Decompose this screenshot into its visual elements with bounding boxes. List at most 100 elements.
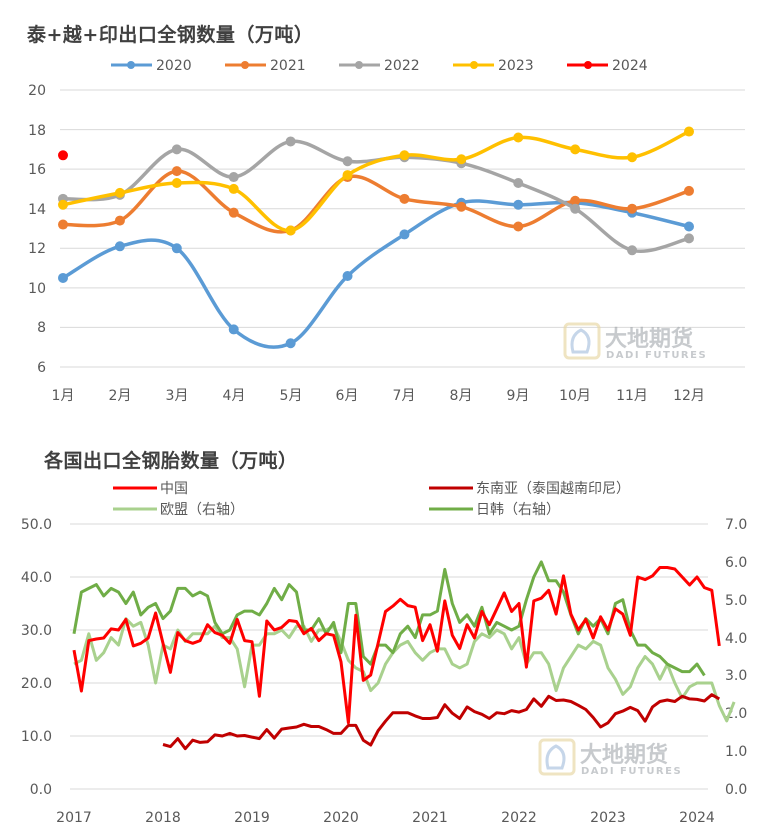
watermark-en: DADI FUTURES <box>606 350 707 361</box>
y2-tick: 4.0 <box>725 631 747 647</box>
x-tick: 12月 <box>673 388 705 404</box>
legend-2021[interactable]: 2021 <box>225 58 306 74</box>
x-tick: 2022 <box>501 810 537 826</box>
x-tick: 6月 <box>336 388 359 404</box>
y-tick: 10 <box>28 281 46 297</box>
y-tick: 16 <box>28 162 46 178</box>
y2-tick: 0.0 <box>725 782 747 798</box>
y-tick: 20 <box>28 83 46 99</box>
x-tick: 7月 <box>393 388 416 404</box>
legend-2023[interactable]: 2023 <box>453 58 534 74</box>
data-point <box>684 221 694 232</box>
series-2024 <box>58 150 68 161</box>
data-point <box>570 195 581 206</box>
y-tick: 10.0 <box>21 729 52 745</box>
legend-label-southeast-asia: 东南亚（泰国越南印尼） <box>476 481 630 497</box>
x-tick: 2月 <box>109 388 132 404</box>
data-point <box>456 201 467 212</box>
chart1-y-axis: 20 18 16 14 12 10 8 6 <box>28 83 46 376</box>
chart1-plot: 2020 2021 2022 2023 2024 20 18 16 14 1 <box>28 58 745 404</box>
data-point <box>627 203 638 214</box>
chart1-series <box>58 126 694 349</box>
data-point <box>570 203 581 214</box>
x-tick: 2020 <box>323 810 359 826</box>
data-point <box>513 199 524 210</box>
chart1-legend: 2020 2021 2022 2023 2024 <box>111 58 648 74</box>
watermark-cn: 大地期货 <box>605 326 693 352</box>
y-tick: 20.0 <box>21 676 52 692</box>
chart2-gridlines <box>70 523 708 790</box>
chart2-x-axis: 2017 2018 2019 2020 2021 2022 2023 2024 <box>56 810 715 826</box>
data-point <box>58 219 68 230</box>
data-point <box>342 270 353 281</box>
data-point <box>627 152 638 163</box>
x-tick: 10月 <box>559 388 591 404</box>
data-point <box>171 177 182 188</box>
chart2-series <box>72 560 736 751</box>
y-tick: 0.0 <box>30 782 52 798</box>
y-tick: 50.0 <box>21 517 52 533</box>
legend-2020[interactable]: 2020 <box>111 58 192 74</box>
chart2-legend: 中国 东南亚（泰国越南印尼） 欧盟（右轴） 日韩（右轴） <box>113 481 630 518</box>
data-point <box>114 187 125 198</box>
legend-2022[interactable]: 2022 <box>339 58 420 74</box>
data-point <box>171 243 182 254</box>
series-东南亚（泰国越南印尼） <box>162 693 721 751</box>
legend-label-2020: 2020 <box>156 58 192 74</box>
data-point <box>114 241 125 252</box>
data-point <box>684 126 694 137</box>
y-tick: 30.0 <box>21 623 52 639</box>
y2-tick: 3.0 <box>725 668 747 684</box>
y-tick: 18 <box>28 123 46 139</box>
watermark-cn: 大地期货 <box>580 742 668 768</box>
data-point <box>171 166 182 177</box>
y-tick: 8 <box>37 320 46 336</box>
chart2-y-axis-right: 7.0 6.0 5.0 4.0 3.0 2.0 1.0 0.0 <box>725 517 747 798</box>
legend-southeast-asia[interactable]: 东南亚（泰国越南印尼） <box>429 481 630 497</box>
data-point <box>513 221 524 232</box>
data-point <box>228 324 239 335</box>
legend-2024[interactable]: 2024 <box>567 58 648 74</box>
data-point <box>285 225 296 236</box>
legend-label-japan-korea: 日韩（右轴） <box>476 502 560 518</box>
data-point <box>570 144 581 155</box>
data-point <box>228 207 239 218</box>
y-tick: 12 <box>28 241 46 257</box>
series-欧盟（右轴） <box>73 617 736 723</box>
chart1-title: 泰+越+印出口全钢数量（万吨） <box>27 24 314 46</box>
data-point <box>399 193 410 204</box>
x-tick: 3月 <box>166 388 189 404</box>
x-tick: 2024 <box>679 810 715 826</box>
watermark-logo-1: 大地期货 DADI FUTURES <box>563 322 707 361</box>
y-tick: 14 <box>28 202 46 218</box>
data-point <box>342 156 353 167</box>
legend-eu[interactable]: 欧盟（右轴） <box>113 502 244 518</box>
legend-china[interactable]: 中国 <box>113 481 188 497</box>
y-tick: 6 <box>37 360 46 376</box>
series-日韩（右轴） <box>72 560 706 677</box>
legend-label-2024: 2024 <box>612 58 648 74</box>
legend-label-china: 中国 <box>160 481 188 497</box>
series-2023 <box>58 126 694 236</box>
data-point <box>171 144 182 155</box>
data-point <box>228 183 239 194</box>
y-tick: 40.0 <box>21 570 52 586</box>
data-point <box>627 245 638 256</box>
y2-tick: 1.0 <box>725 744 747 760</box>
series-中国 <box>72 566 721 725</box>
y2-tick: 6.0 <box>725 555 747 571</box>
legend-japan-korea[interactable]: 日韩（右轴） <box>429 502 560 518</box>
watermark-en: DADI FUTURES <box>581 766 682 777</box>
watermark-logo-2: 大地期货 DADI FUTURES <box>538 738 682 777</box>
data-point <box>58 199 68 210</box>
x-tick: 5月 <box>280 388 303 404</box>
data-point <box>58 272 68 283</box>
chart2-y-axis-left: 50.0 40.0 30.0 20.0 10.0 0.0 <box>21 517 52 798</box>
data-point <box>399 150 410 161</box>
data-point <box>285 136 296 147</box>
x-tick: 2021 <box>412 810 448 826</box>
y2-tick: 7.0 <box>725 517 747 533</box>
data-point <box>456 154 467 165</box>
x-tick: 1月 <box>52 388 75 404</box>
chart2-title: 各国出口全钢胎数量（万吨） <box>44 450 298 472</box>
